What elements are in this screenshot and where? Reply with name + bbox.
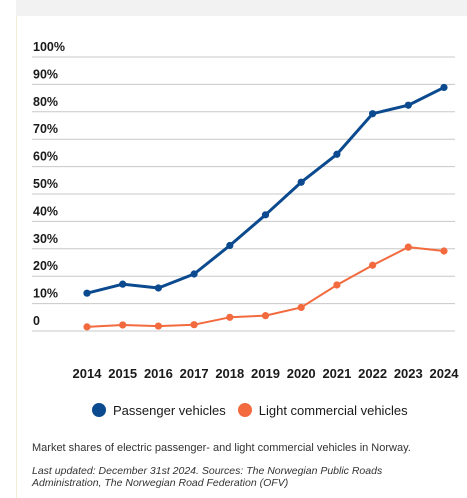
x-tick-labels: 2014 2015 2016 2017 2018 2019 2020 2021 2022 2023…	[73, 366, 460, 381]
data-point-passenger	[369, 110, 377, 118]
chart-caption: Market shares of electric passenger- and…	[32, 442, 411, 454]
data-point-passenger	[83, 289, 91, 297]
data-point-passenger	[404, 101, 412, 109]
series-points	[83, 83, 448, 331]
legend-label-passenger: Passenger vehicles	[113, 402, 226, 418]
y-tick-label: 40%	[33, 204, 58, 218]
data-point-passenger	[333, 150, 341, 158]
y-tick-label: 60%	[33, 150, 58, 164]
x-tick-label: 2015	[108, 366, 137, 381]
data-point-commercial	[119, 321, 127, 329]
y-tick-label: 70%	[33, 122, 58, 136]
x-tick-label: 2022	[358, 366, 387, 381]
data-point-passenger	[226, 241, 234, 250]
legend-item-passenger[interactable]: Passenger vehicles	[92, 403, 226, 418]
x-tick-label: 2014	[73, 366, 103, 381]
data-point-passenger	[119, 280, 127, 288]
x-tick-label: 2019	[251, 366, 280, 381]
y-tick-label: 0	[33, 314, 40, 328]
chart-area: 0 10% 20% 30% 40% 50% 60% 70% 80% 90% 100% 2014 201…	[32, 40, 460, 381]
line-chart: 010%20%30%40%50%60%70%80%90%100% 2014 201…	[32, 40, 460, 381]
x-tick-label: 2016	[144, 366, 173, 381]
data-point-commercial	[154, 322, 162, 330]
data-point-commercial	[261, 312, 270, 320]
chart-legend: Passenger vehicles Light commercial vehi…	[92, 400, 408, 420]
x-tick-label: 2021	[322, 366, 351, 381]
y-tick-label: 10%	[33, 287, 58, 301]
y-tick-label: 20%	[33, 259, 58, 273]
data-point-commercial	[226, 313, 234, 321]
series-lines	[86, 86, 445, 328]
legend-swatch-passenger	[92, 403, 106, 417]
data-point-passenger	[154, 284, 162, 292]
data-point-commercial	[297, 303, 305, 312]
x-tick-label: 2017	[180, 366, 209, 381]
legend-label-commercial: Light commercial vehicles	[258, 402, 408, 418]
y-tick-label: 50%	[33, 177, 58, 191]
y-tick-label: 90%	[33, 67, 58, 81]
data-point-passenger	[297, 178, 305, 186]
x-tick-label: 2024	[430, 366, 460, 381]
legend-swatch-commercial	[237, 403, 252, 417]
card-header-bar	[16, 0, 467, 16]
legend-item-commercial[interactable]: Light commercial vehicles	[237, 402, 408, 418]
series-line-passenger	[86, 86, 445, 295]
data-point-commercial	[190, 321, 198, 329]
y-tick-labels: 0 10% 20% 30% 40% 50% 60% 70% 80% 90% 100%	[33, 40, 65, 328]
data-point-passenger	[440, 83, 448, 92]
y-tick-label: 80%	[33, 95, 58, 109]
data-point-commercial	[369, 261, 377, 269]
data-point-commercial	[333, 281, 341, 289]
data-point-passenger	[261, 211, 270, 219]
last-updated-note: Last updated: December 31st 2024. Source…	[32, 465, 383, 489]
data-point-passenger	[190, 270, 198, 278]
data-point-commercial	[404, 243, 412, 251]
y-tick-label: 100%	[33, 40, 65, 54]
x-tick-label: 2020	[287, 366, 316, 381]
x-tick-label: 2023	[394, 366, 423, 381]
y-tick-label: 30%	[33, 232, 58, 246]
x-tick-label: 2018	[215, 366, 244, 381]
data-point-commercial	[440, 247, 448, 255]
data-point-commercial	[83, 323, 91, 331]
